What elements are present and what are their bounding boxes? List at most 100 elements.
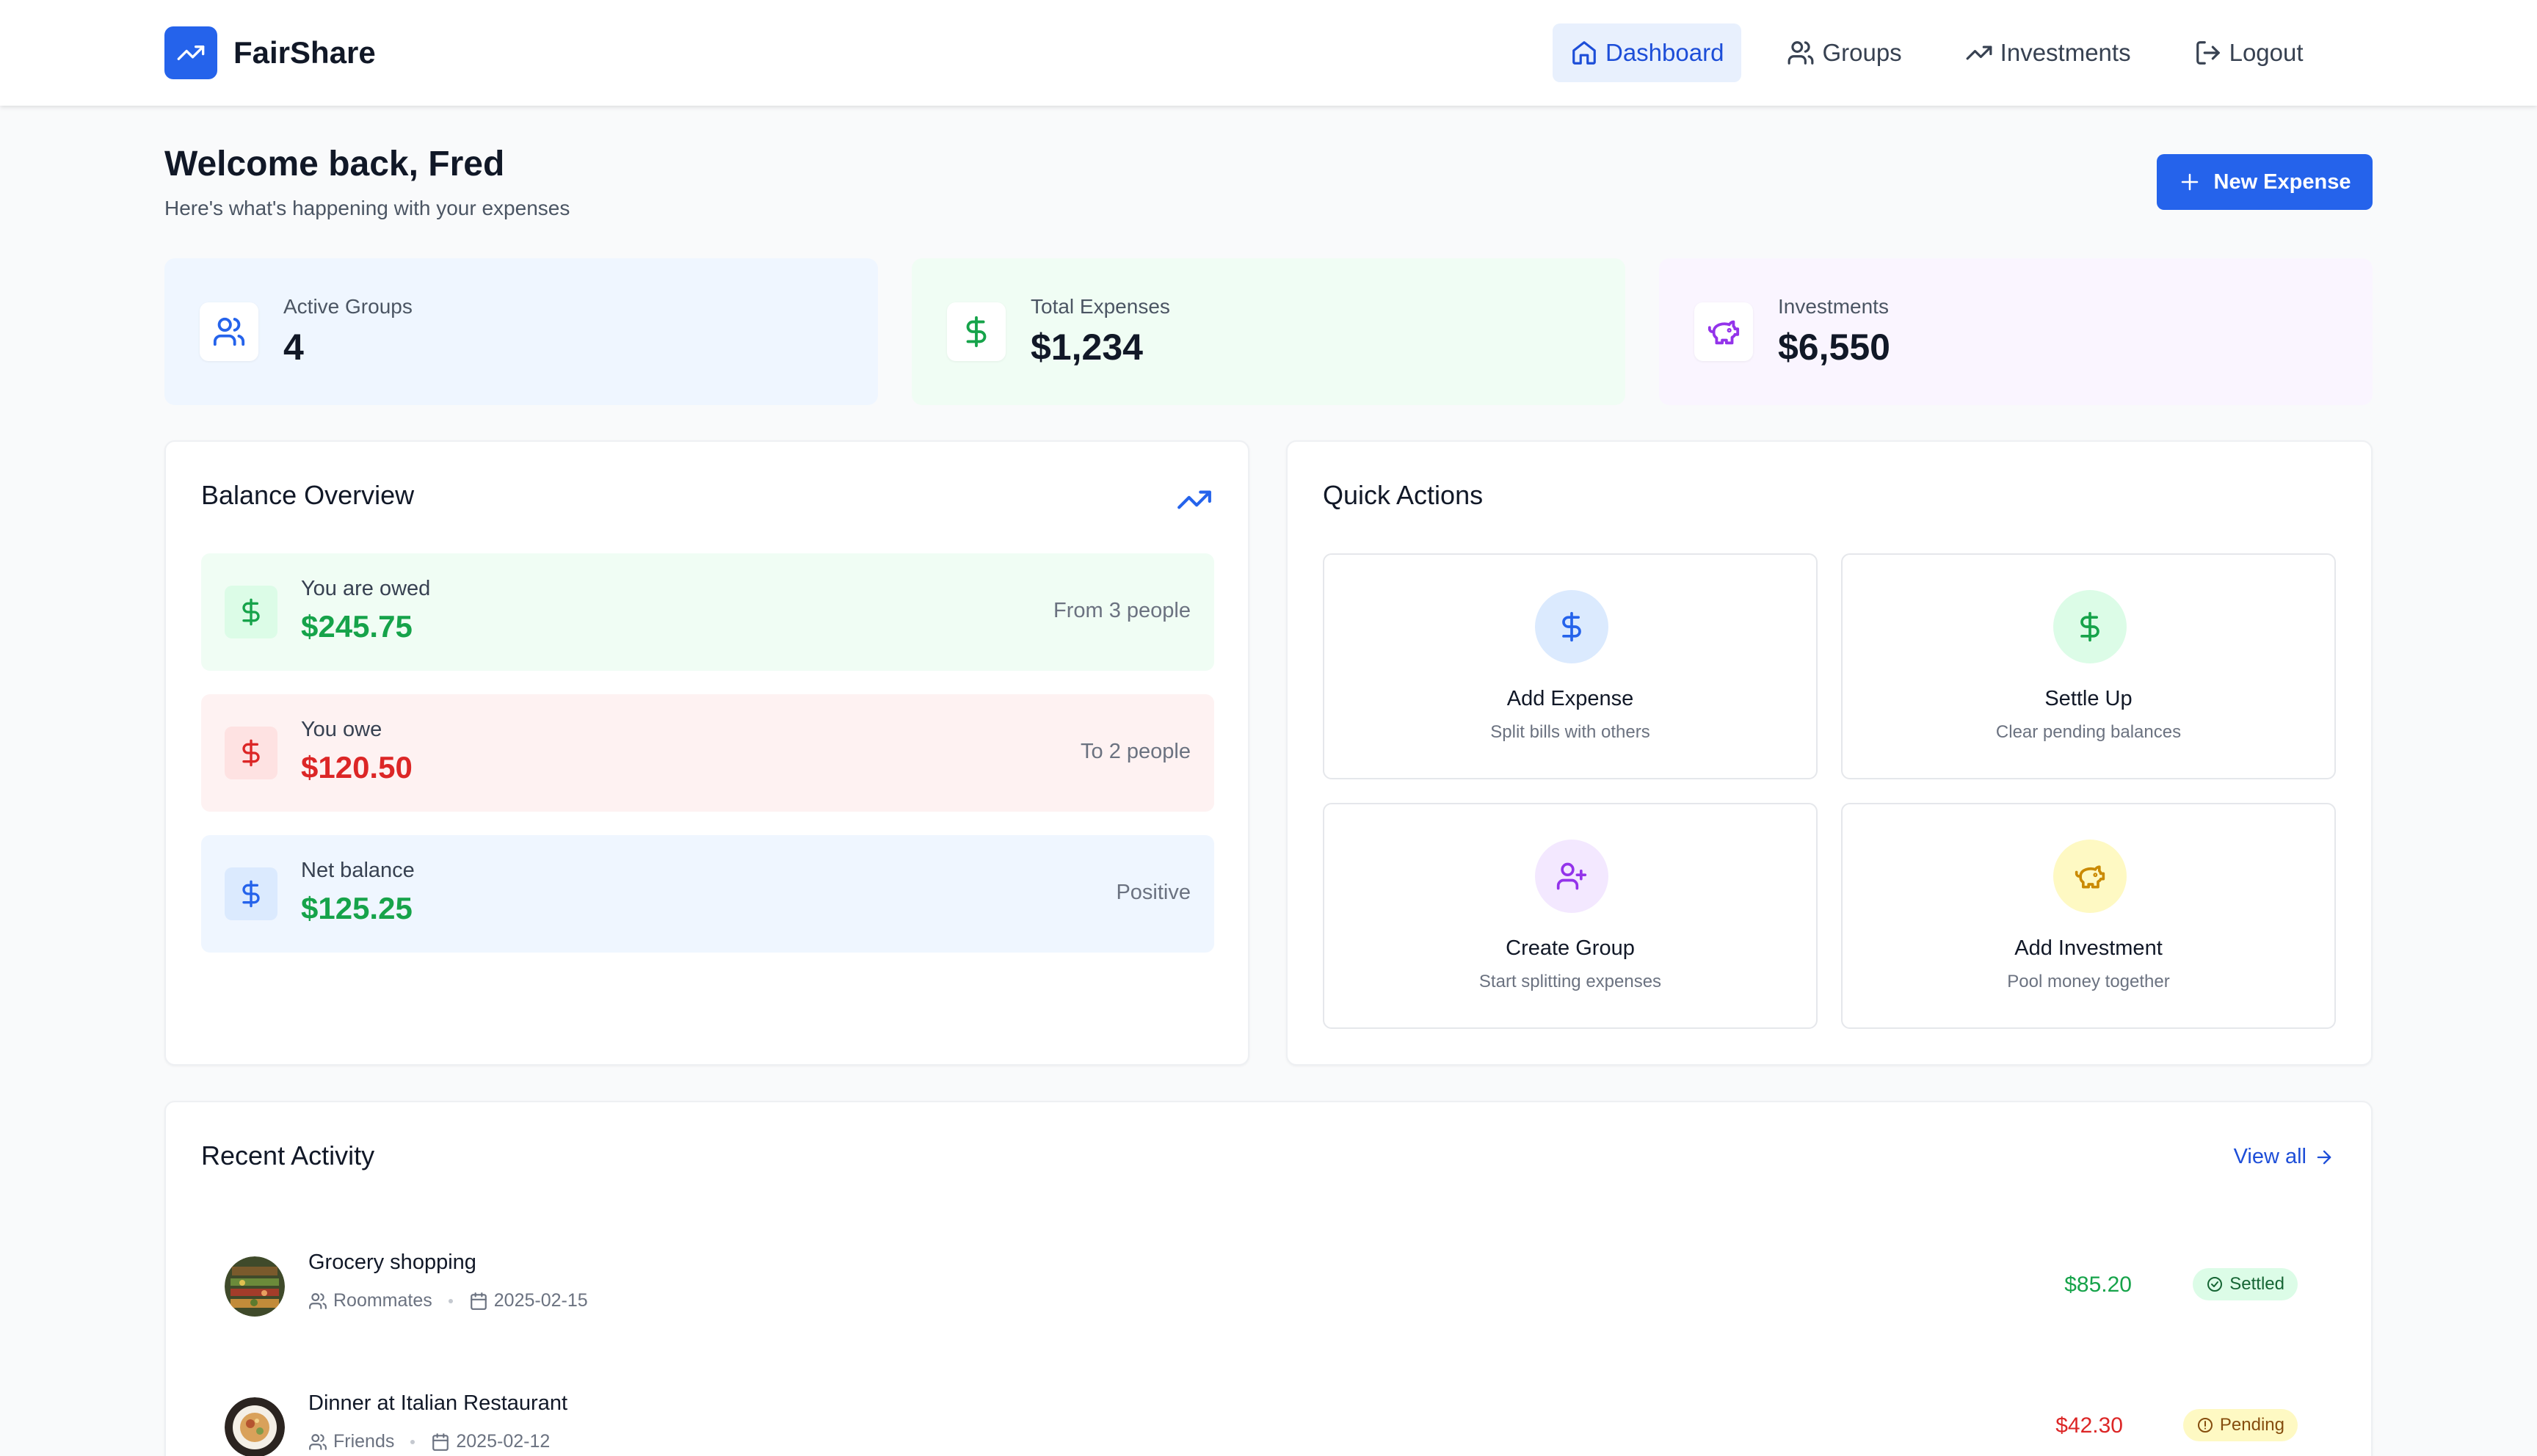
quick-action-desc: Split bills with others (1490, 722, 1650, 742)
stat-card-total-expenses: Total Expenses $1,234 (912, 258, 1625, 405)
activity-row[interactable]: Grocery shopping Roommates 2025-02-15 $8… (225, 1242, 2324, 1322)
activity-group: Roommates (333, 1290, 432, 1311)
activity-avatar-dinner (225, 1397, 285, 1456)
nav-dashboard-label: Dashboard (1605, 39, 1724, 66)
stat-icon-wrap (200, 302, 258, 361)
meta-separator (448, 1298, 453, 1303)
activity-amount: $85.20 (2064, 1273, 2132, 1297)
stat-value: 4 (283, 327, 304, 368)
users-icon (212, 315, 246, 349)
balance-label: You are owed (301, 577, 431, 600)
quick-action-title: Settle Up (2044, 687, 2133, 710)
qa-icon-wrap (1535, 590, 1608, 663)
stat-label: Total Expenses (1031, 295, 1170, 318)
recent-activity-panel: Recent Activity View all Grocery shoppin… (164, 1101, 2373, 1456)
nav-groups[interactable]: Groups (1769, 23, 1919, 82)
panel-title: Recent Activity (201, 1140, 375, 1171)
stat-value: $6,550 (1778, 327, 1890, 368)
trending-up-icon (176, 38, 206, 68)
activity-title: Grocery shopping (308, 1251, 476, 1274)
balance-note: Positive (1116, 881, 1191, 904)
bal-icon-wrap (225, 586, 277, 638)
balance-note: From 3 people (1053, 599, 1191, 622)
activity-meta: Friends 2025-02-12 (308, 1431, 550, 1452)
new-expense-button[interactable]: New Expense (2157, 154, 2373, 210)
qa-icon-wrap (2053, 590, 2127, 663)
users-icon (1787, 39, 1815, 67)
page-title: Welcome back, Fred (164, 145, 505, 183)
trending-up-icon (1176, 481, 1213, 518)
stat-label: Active Groups (283, 295, 413, 318)
balance-amount: $245.75 (301, 609, 413, 644)
dollar-icon (1556, 611, 1588, 643)
quick-action-add-investment[interactable]: Add Investment Pool money together (1841, 803, 2336, 1029)
brand-name: FairShare (233, 35, 376, 70)
activity-date: 2025-02-12 (456, 1431, 551, 1452)
panel-title: Balance Overview (201, 480, 415, 510)
stat-label: Investments (1778, 295, 1889, 318)
view-all-link[interactable]: View all (2234, 1145, 2334, 1169)
qa-icon-wrap (1535, 840, 1608, 913)
balance-amount: $120.50 (301, 750, 413, 785)
bal-icon-wrap (225, 867, 277, 920)
calendar-icon (431, 1433, 450, 1452)
quick-action-add-expense[interactable]: Add Expense Split bills with others (1323, 553, 1818, 779)
arrow-right-icon (2314, 1147, 2334, 1168)
stat-icon-wrap (1694, 302, 1753, 361)
view-all-label: View all (2233, 1145, 2306, 1168)
dollar-icon (2074, 611, 2106, 643)
quick-action-title: Add Investment (2014, 936, 2163, 960)
stat-icon-wrap (947, 302, 1006, 361)
status-label: Pending (2219, 1415, 2284, 1435)
balance-row-owe: You owe $120.50 To 2 people (201, 694, 1214, 812)
quick-action-desc: Pool money together (2007, 972, 2170, 991)
balance-label: You owe (301, 718, 382, 741)
bal-icon-wrap (225, 727, 277, 779)
dollar-icon (236, 597, 266, 627)
stat-value: $1,234 (1031, 327, 1143, 368)
nav-logout[interactable]: Logout (2177, 23, 2321, 82)
nav-dashboard[interactable]: Dashboard (1553, 23, 1742, 82)
piggy-bank-icon (2074, 860, 2106, 892)
activity-title: Dinner at Italian Restaurant (308, 1391, 568, 1415)
nav-logout-label: Logout (2229, 39, 2304, 66)
balance-note: To 2 people (1081, 740, 1191, 763)
nav-investments-label: Investments (2000, 39, 2131, 66)
activity-row[interactable]: Dinner at Italian Restaurant Friends 202… (225, 1383, 2324, 1456)
panel-title: Quick Actions (1323, 480, 1484, 510)
balance-row-owed: You are owed $245.75 From 3 people (201, 553, 1214, 671)
balance-amount: $125.25 (301, 891, 413, 925)
activity-date: 2025-02-15 (493, 1290, 588, 1311)
plus-icon (2179, 171, 2201, 193)
activity-group: Friends (333, 1431, 395, 1452)
dollar-icon (236, 879, 266, 909)
nav-investments[interactable]: Investments (1948, 23, 2149, 82)
activity-amount: $42.30 (2055, 1413, 2123, 1438)
quick-action-title: Add Expense (1506, 687, 1634, 710)
users-icon (308, 1433, 327, 1452)
status-badge: Pending (2182, 1409, 2298, 1441)
check-circle-icon (2206, 1275, 2224, 1293)
piggy-bank-icon (1707, 315, 1741, 349)
activity-avatar-grocery (225, 1256, 285, 1317)
dollar-icon (959, 315, 993, 349)
nav-links: Dashboard Groups Investments Logout (1553, 23, 2321, 82)
clock-alert-icon (2196, 1416, 2214, 1434)
status-label: Settled (2229, 1274, 2284, 1294)
trending-up-icon (1965, 39, 1993, 67)
page-subtitle: Here's what's happening with your expens… (164, 197, 570, 219)
user-plus-icon (1556, 860, 1588, 892)
quick-action-create-group[interactable]: Create Group Start splitting expenses (1323, 803, 1818, 1029)
brand[interactable]: FairShare (164, 26, 376, 79)
top-navbar: FairShare Dashboard Groups Investments L… (0, 0, 2537, 106)
quick-action-desc: Start splitting expenses (1478, 972, 1662, 991)
balance-row-net: Net balance $125.25 Positive (201, 835, 1214, 953)
balance-label: Net balance (301, 859, 415, 882)
calendar-icon (469, 1292, 488, 1311)
new-expense-label: New Expense (2213, 170, 2351, 194)
qa-icon-wrap (2053, 840, 2127, 913)
users-icon (308, 1292, 327, 1311)
brand-logo (164, 26, 217, 79)
nav-groups-label: Groups (1822, 39, 1902, 66)
quick-action-settle-up[interactable]: Settle Up Clear pending balances (1841, 553, 2336, 779)
